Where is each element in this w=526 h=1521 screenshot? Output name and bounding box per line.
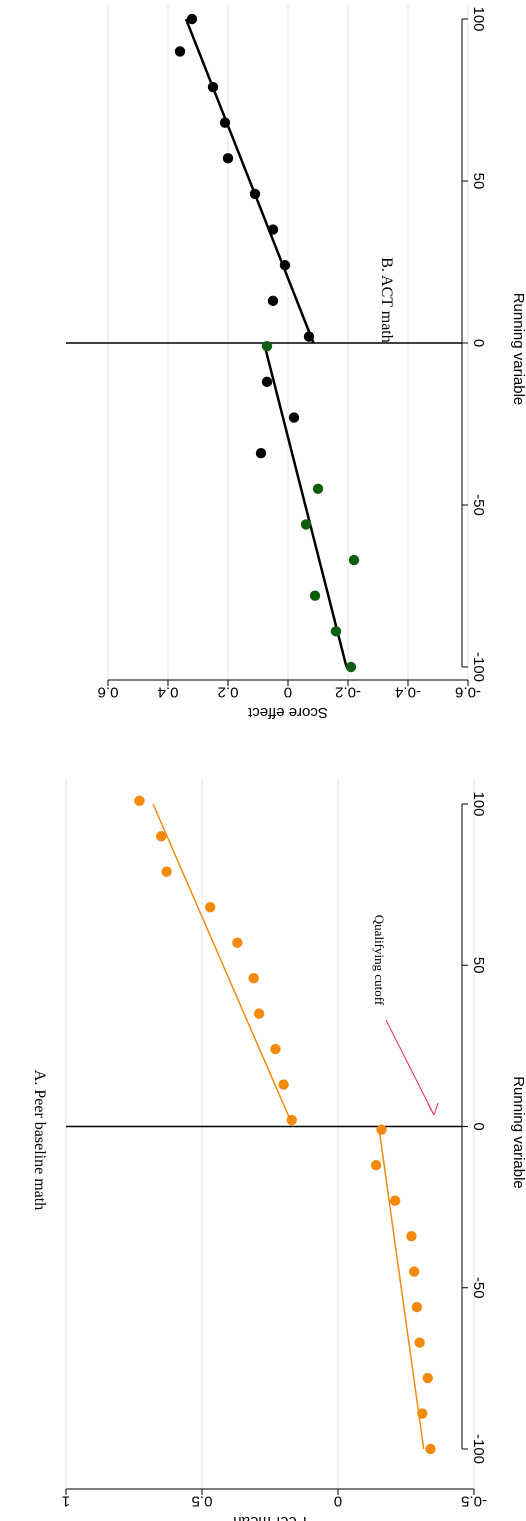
y-tick-label: -0.4 — [395, 684, 421, 701]
data-point — [414, 1337, 425, 1348]
x-tick-label: 100 — [470, 6, 487, 31]
y-tick-label: 0.4 — [158, 684, 179, 701]
data-point — [232, 937, 243, 948]
x-tick-label: 50 — [470, 957, 487, 974]
data-point — [261, 376, 273, 388]
x-tick-label: -50 — [470, 1277, 487, 1299]
data-point — [370, 1160, 382, 1171]
annotation-text: Qualifying cutoff — [372, 915, 387, 1006]
y-tick-label: -0.5 — [461, 1493, 487, 1510]
data-point — [267, 224, 279, 235]
fit-line — [378, 1126, 425, 1450]
chart-title: B. ACT math — [378, 257, 395, 343]
data-point — [309, 590, 321, 601]
data-point — [253, 1008, 265, 1019]
y-tick-label: 0.5 — [192, 1493, 213, 1510]
annotation-arrow — [385, 1019, 435, 1116]
data-point — [207, 81, 219, 93]
data-point — [408, 1266, 420, 1277]
x-tick-label: 0 — [470, 339, 487, 347]
x-tick-label: -100 — [470, 1434, 487, 1464]
x-tick-label: -100 — [470, 652, 487, 682]
data-point — [376, 1124, 387, 1135]
data-point — [411, 1301, 423, 1313]
x-tick-label: 100 — [470, 791, 487, 816]
data-point — [156, 831, 167, 842]
annotation-arrowhead — [427, 1102, 439, 1116]
data-point — [222, 153, 234, 164]
data-point — [267, 295, 279, 307]
data-point — [204, 902, 216, 913]
y-axis-label: Score effect — [247, 704, 328, 721]
y-tick-label: -0.2 — [335, 684, 361, 701]
data-point — [278, 1079, 289, 1090]
data-point — [161, 866, 172, 877]
y-tick-label: 0 — [284, 684, 292, 701]
y-tick-label: -0.6 — [455, 684, 481, 701]
panel-a: -0.5 0 0.5 1 Peer mean -100 -50 0 50 100 Running v… — [31, 780, 526, 1521]
fit-line — [184, 18, 315, 344]
data-point — [249, 188, 261, 200]
data-point — [279, 260, 291, 271]
data-point — [261, 341, 273, 352]
data-point — [174, 46, 186, 57]
x-axis-label: Running variable — [510, 1076, 526, 1189]
y-tick-label: 1 — [62, 1493, 70, 1510]
data-point — [288, 412, 300, 423]
data-point — [389, 1195, 401, 1206]
data-point — [406, 1230, 417, 1242]
y-axis-label: Peer mean — [233, 1513, 306, 1521]
chart-title: A. Peer baseline math — [31, 1070, 48, 1210]
data-point — [348, 554, 360, 566]
panel-b: -0.6 -0.4 -0.2 0 0.2 0.4 0.6 Score effect -100 -5… — [66, 5, 526, 721]
data-point — [134, 795, 145, 806]
x-axis-label: Running variable — [510, 293, 526, 406]
data-point — [186, 13, 198, 25]
data-point — [270, 1043, 281, 1055]
data-point — [345, 661, 357, 673]
x-tick-label: 0 — [470, 1122, 487, 1130]
data-point — [219, 117, 231, 128]
data-point — [330, 626, 342, 637]
data-point — [417, 1408, 428, 1419]
data-point — [312, 483, 324, 494]
data-point — [425, 1443, 436, 1455]
data-point — [255, 447, 267, 459]
data-point — [286, 1114, 297, 1126]
y-tick-label: 0.6 — [98, 684, 119, 701]
x-tick-label: -50 — [470, 494, 487, 516]
data-point — [422, 1372, 433, 1384]
x-tick-label: 50 — [470, 173, 487, 190]
data-point — [303, 331, 315, 342]
y-tick-label: 0 — [334, 1493, 342, 1510]
data-point — [300, 519, 312, 530]
fit-line — [262, 342, 348, 668]
fit-line — [152, 803, 294, 1127]
y-tick-label: 0.2 — [218, 684, 239, 701]
data-point — [248, 972, 259, 984]
